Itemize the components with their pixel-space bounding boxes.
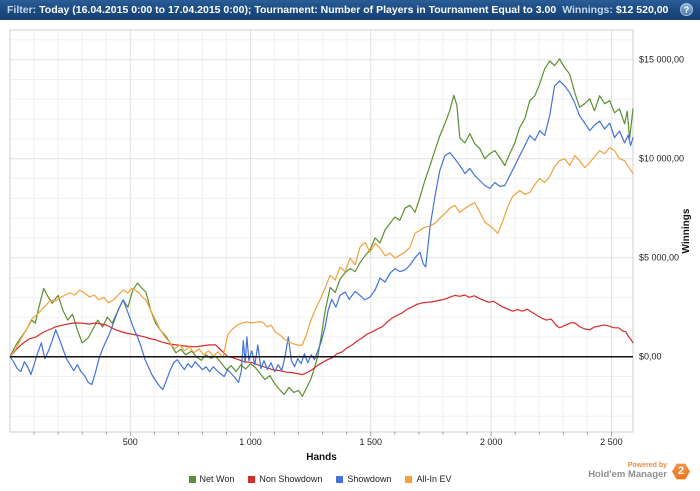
svg-text:Hands: Hands bbox=[306, 452, 337, 462]
holdem-manager-logo-icon: 2 bbox=[672, 463, 690, 480]
showdown-swatch-icon bbox=[336, 475, 344, 483]
powered-by-text: Powered by bbox=[627, 462, 667, 469]
filter-label: Filter: bbox=[7, 4, 37, 16]
winnings-chart-svg: 500 1 000 1 500 2 000 2 500 $0,00 $5 000,00 $10… bbox=[9, 29, 692, 463]
non-showdown-swatch-icon bbox=[248, 475, 256, 483]
filter-bar: Filter: Today (16.04.2015 0:00 to 17.04.2… bbox=[0, 0, 700, 20]
legend-label: Net Won bbox=[199, 474, 235, 484]
legend-label: All-In EV bbox=[416, 474, 452, 484]
winnings-graph: 500 1 000 1 500 2 000 2 500 $0,00 $5 000,00 $10… bbox=[0, 20, 700, 467]
svg-text:$5 000,00: $5 000,00 bbox=[639, 253, 679, 263]
legend-item-net-won: Net Won bbox=[188, 474, 235, 484]
powered-by-branding: Powered by Hold'em Manager 2 bbox=[588, 462, 690, 481]
net-won-swatch-icon bbox=[188, 475, 196, 483]
svg-text:$10 000,00: $10 000,00 bbox=[639, 154, 684, 164]
svg-text:1 000: 1 000 bbox=[239, 437, 262, 447]
svg-text:$0,00: $0,00 bbox=[639, 352, 662, 362]
winnings-label: Winnings: bbox=[562, 4, 613, 16]
svg-text:$15 000,00: $15 000,00 bbox=[639, 55, 684, 65]
brand-name: Hold'em Manager bbox=[588, 469, 667, 481]
svg-text:Winnings: Winnings bbox=[681, 208, 692, 253]
legend-item-all-in-ev: All-In EV bbox=[405, 474, 451, 484]
help-icon[interactable]: ? bbox=[680, 3, 693, 16]
all-in-ev-swatch-icon bbox=[405, 475, 413, 483]
legend-item-showdown: Showdown bbox=[336, 474, 391, 484]
legend-label: Non Showdown bbox=[259, 474, 323, 484]
svg-text:2 500: 2 500 bbox=[600, 437, 623, 447]
filter-value: Today (16.04.2015 0:00 to 17.04.2015 0:0… bbox=[39, 4, 557, 16]
svg-text:500: 500 bbox=[123, 437, 138, 447]
legend-item-non-showdown: Non Showdown bbox=[248, 474, 322, 484]
svg-text:1 500: 1 500 bbox=[360, 437, 383, 447]
legend-label: Showdown bbox=[347, 474, 392, 484]
winnings-value: $12 520,00 bbox=[615, 4, 669, 16]
svg-text:2 000: 2 000 bbox=[480, 437, 503, 447]
chart-legend: Net Won Non Showdown Showdown All-In EV bbox=[0, 474, 640, 484]
